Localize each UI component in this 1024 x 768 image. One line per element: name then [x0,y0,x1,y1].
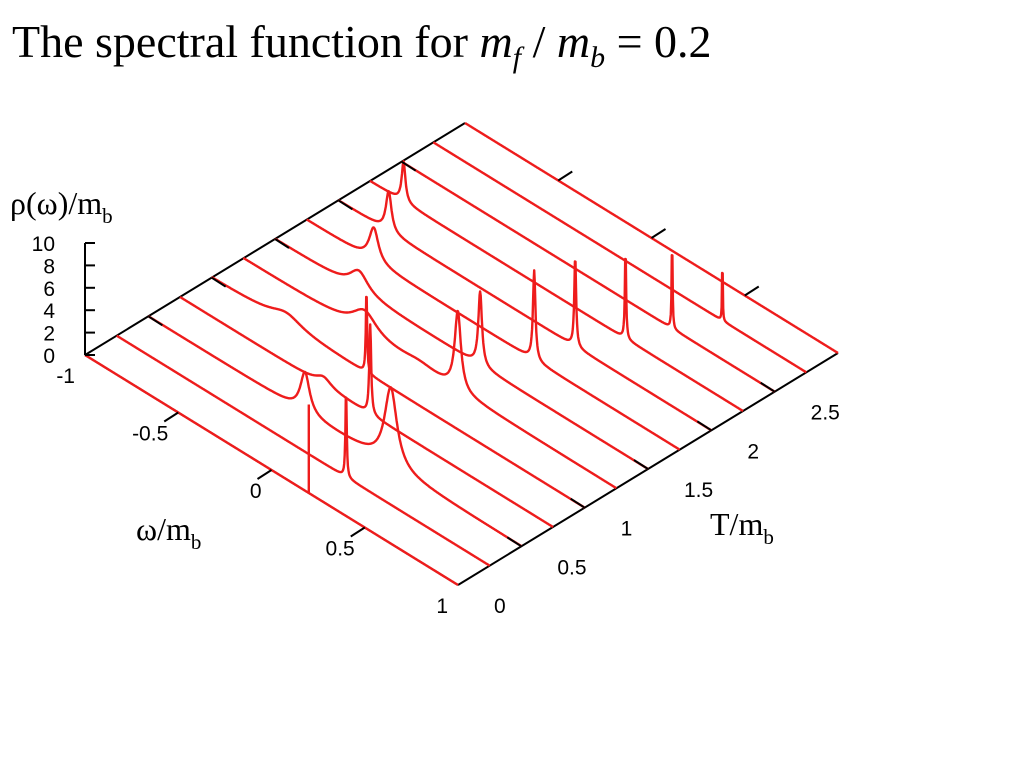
title-sep: / [521,16,557,67]
title-sub-f: f [512,41,522,74]
temperature-tick-back-1 [147,315,163,327]
temperature-tick-label-5: 2.5 [811,402,840,425]
temperature-tick-1 [506,536,522,548]
temperature-tick-back-3 [274,238,290,249]
omega-tick-2 [256,469,273,480]
series-line-T-2 [337,189,712,432]
title-m-b: m [556,16,591,67]
series-line-T-0_25 [116,334,491,567]
rho-tick-label-1: 2 [43,323,55,346]
series-line-T-2_5 [401,160,776,393]
temperature-tick-back-2 [211,276,227,288]
omega-tick-label-4: 1 [436,595,448,618]
series-line-T-1 [211,275,586,509]
omega-tick-back-3 [744,285,760,297]
temperature-tick-label-3: 1.5 [684,479,713,502]
omega-tick-3 [350,526,366,538]
series-line-T-2_75 [432,141,807,374]
title-m-f: m [479,16,513,67]
rho-tick-label-4: 8 [43,255,55,278]
omega-tick-back-2 [650,228,667,239]
temperature-tick-back-4 [337,199,353,211]
temperature-tick-label-1: 0.5 [557,556,586,579]
axis-label-layer: ρ(ω)/mb ω/mb T/mb [10,185,774,554]
title-suffix: = 0.2 [605,16,712,67]
series-line-T-0_75 [179,295,554,529]
temperature-tick-label-4: 2 [747,440,759,463]
title-sub-b: b [590,41,606,74]
temperature-tick-label-2: 1 [621,518,633,541]
omega-tick-back-1 [557,170,573,182]
temperature-axis-title: T/mb [710,506,774,549]
omega-tick-1 [163,411,179,423]
omega-tick-label-3: 0.5 [326,538,355,561]
rho-tick-label-2: 4 [43,300,55,323]
omega-axis-title: ω/mb [136,511,201,554]
omega-tick-label-2: 0 [250,480,262,503]
temperature-tick-label-0: 0 [494,595,506,618]
series-line-T-2_25 [369,160,744,413]
rho-tick-label-5: 10 [32,233,55,256]
series-line-T-0_5 [147,315,523,548]
temperature-tick-2 [570,497,586,509]
temperature-tick-5 [760,381,776,393]
omega-tick-label-1: -0.5 [132,423,168,446]
title-prefix: The spectral function for [12,16,480,67]
slide-title: The spectral function for mf / mb = 0.2 [12,10,712,74]
temperature-tick-back-5 [401,160,417,172]
rho-axis-title: ρ(ω)/mb [10,185,113,228]
series-line-T-1_25 [242,256,618,490]
omega-tick-label-0: -1 [56,365,75,388]
rho-tick-label-0: 0 [43,345,55,368]
temperature-tick-3 [633,459,649,470]
temperature-tick-4 [696,420,712,432]
rho-tick-label-3: 6 [43,278,55,301]
series-line-T-1_75 [305,218,681,451]
